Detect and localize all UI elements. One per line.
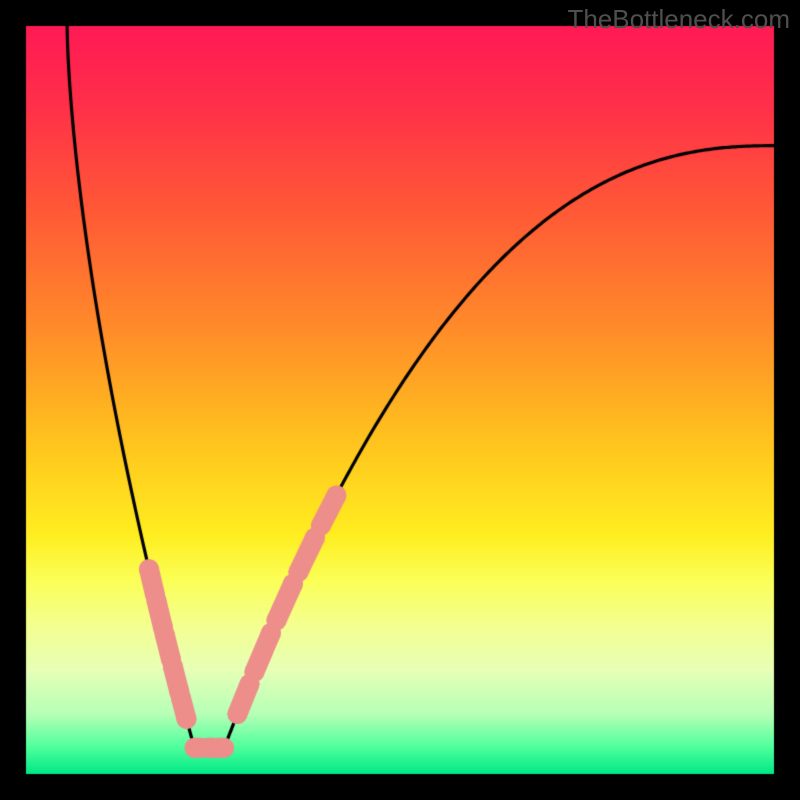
watermark-text: TheBottleneck.com: [567, 4, 790, 35]
bottleneck-plot-canvas: [0, 0, 800, 800]
chart-stage: TheBottleneck.com: [0, 0, 800, 800]
